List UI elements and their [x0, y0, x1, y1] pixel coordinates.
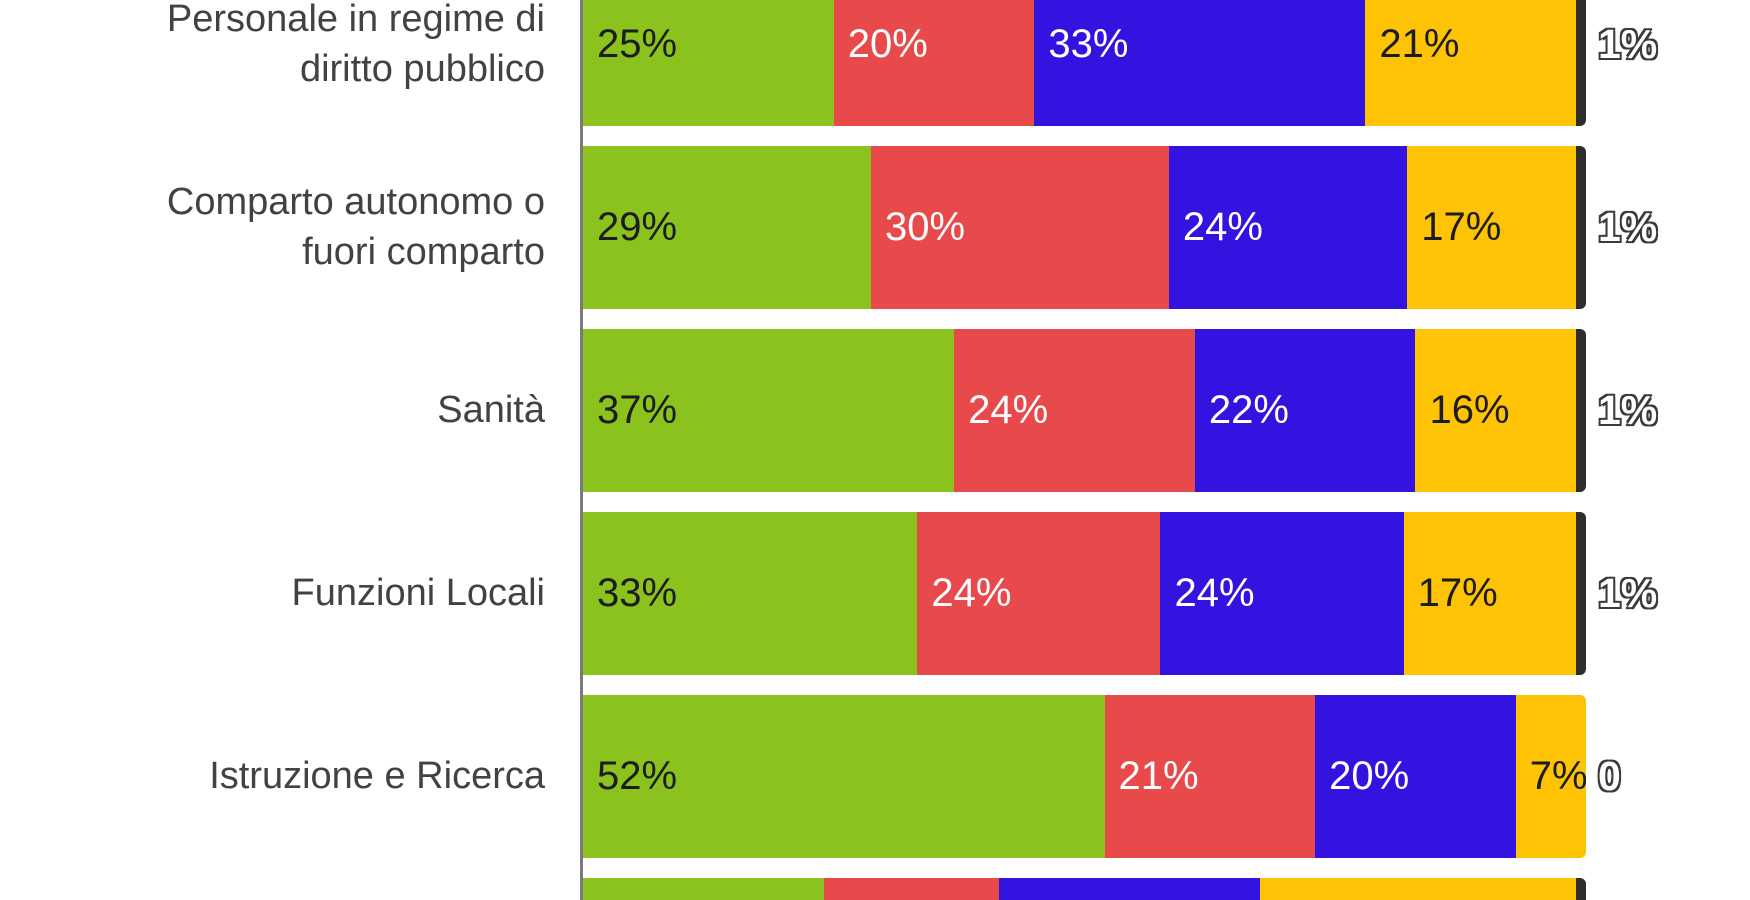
bar-segment-green[interactable]: 52%	[583, 695, 1105, 858]
segment-value-label: 16%	[1429, 388, 1510, 432]
bar-segment-blue[interactable]: 20%	[1315, 695, 1516, 858]
bar-segment-blue[interactable]: 22%	[1194, 329, 1416, 492]
segment-value-label: 24%	[968, 388, 1049, 432]
bar-row: Istruzione e Ricerca 52% 21% 20% 7% 0	[0, 695, 1750, 858]
bar-segment-yellow[interactable]	[1260, 878, 1576, 900]
bar-row: Comparto autonomo o fuori comparto 29% 30%…	[0, 146, 1750, 309]
bar-segment-green[interactable]: 33%	[583, 512, 918, 675]
category-label	[0, 878, 583, 900]
bar-segment-green[interactable]	[583, 878, 824, 900]
bar-track: 25% 20% 33% 21%	[583, 0, 1586, 126]
bar-track: 33% 24% 24% 17%	[583, 512, 1586, 675]
bar-segment-green[interactable]: 37%	[583, 329, 955, 492]
bar-segment-yellow[interactable]: 17%	[1407, 146, 1577, 309]
outside-value-label: 1%	[1597, 569, 1659, 618]
outside-value-label: 0	[1597, 752, 1622, 801]
bar-segment-red[interactable]: 30%	[870, 146, 1169, 309]
category-label: Istruzione e Ricerca	[209, 754, 545, 797]
bar-segment-green[interactable]: 29%	[583, 146, 871, 309]
bar-segment-yellow[interactable]: 21%	[1365, 0, 1576, 126]
bar-segment-dark[interactable]	[1575, 0, 1586, 126]
bar-segment-red[interactable]: 20%	[833, 0, 1035, 126]
segment-value-label: 22%	[1208, 388, 1289, 432]
segment-value-label: 52%	[597, 754, 678, 798]
segment-value-label: 30%	[884, 205, 966, 249]
y-axis-baseline	[580, 0, 583, 900]
segment-value-label: 21%	[1379, 22, 1460, 66]
category-label: Sanità	[437, 388, 545, 431]
bar-segment-red[interactable]: 21%	[1104, 695, 1316, 858]
bar-segment-blue[interactable]: 24%	[1160, 512, 1404, 675]
bar-row: Sanità 37% 24% 22% 16% 1%	[0, 329, 1750, 492]
bar-track: 37% 24% 22% 16%	[583, 329, 1586, 492]
segment-value-label: 33%	[1048, 22, 1129, 66]
category-label: Funzioni Locali	[291, 571, 545, 614]
category-label: Personale in regime di diritto pubblico	[166, 0, 545, 90]
segment-value-label: 17%	[1421, 205, 1502, 249]
bar-segment-yellow[interactable]: 17%	[1403, 512, 1576, 675]
outside-value-label: 1%	[1597, 20, 1659, 69]
segment-value-label: 7%	[1529, 754, 1586, 798]
bar-segment-red[interactable]: 24%	[954, 329, 1195, 492]
bar-segment-dark[interactable]	[1575, 329, 1586, 492]
segment-value-label: 20%	[1329, 754, 1410, 798]
bar-segment-yellow[interactable]: 16%	[1415, 329, 1576, 492]
bar-segment-red[interactable]	[823, 878, 1000, 900]
bar-segment-blue[interactable]	[999, 878, 1260, 900]
bar-row: Personale in regime di diritto pubblico 2…	[0, 0, 1750, 126]
segment-value-label: 24%	[1174, 571, 1255, 615]
bar-row	[0, 878, 1750, 900]
bar-track: 29% 30% 24% 17%	[583, 146, 1586, 309]
segment-value-label: 37%	[597, 388, 678, 432]
bar-segment-blue[interactable]: 24%	[1168, 146, 1408, 309]
segment-value-label: 24%	[1182, 205, 1263, 249]
bar-segment-green[interactable]: 25%	[583, 0, 834, 126]
bar-track	[583, 878, 1586, 900]
segment-value-label: 21%	[1118, 754, 1199, 798]
bar-segment-dark[interactable]	[1575, 878, 1586, 900]
bar-segment-dark[interactable]	[1576, 146, 1586, 309]
segment-value-label: 33%	[597, 571, 678, 615]
segment-value-label: 29%	[597, 205, 678, 249]
bar-segment-yellow[interactable]: 7%	[1515, 695, 1586, 858]
category-label: Comparto autonomo o fuori comparto	[166, 181, 545, 273]
bar-track: 52% 21% 20% 7%	[583, 695, 1586, 858]
bar-segment-blue[interactable]: 33%	[1034, 0, 1366, 126]
segment-value-label: 20%	[847, 22, 928, 66]
outside-value-label: 1%	[1597, 386, 1659, 435]
segment-value-label: 25%	[597, 22, 678, 66]
segment-value-label: 17%	[1417, 571, 1498, 615]
segment-value-label: 24%	[931, 571, 1012, 615]
bar-segment-red[interactable]: 24%	[917, 512, 1161, 675]
outside-value-label: 1%	[1597, 203, 1659, 252]
bar-segment-dark[interactable]	[1575, 512, 1586, 675]
bar-row: Funzioni Locali 33% 24% 24% 17% 1%	[0, 512, 1750, 675]
